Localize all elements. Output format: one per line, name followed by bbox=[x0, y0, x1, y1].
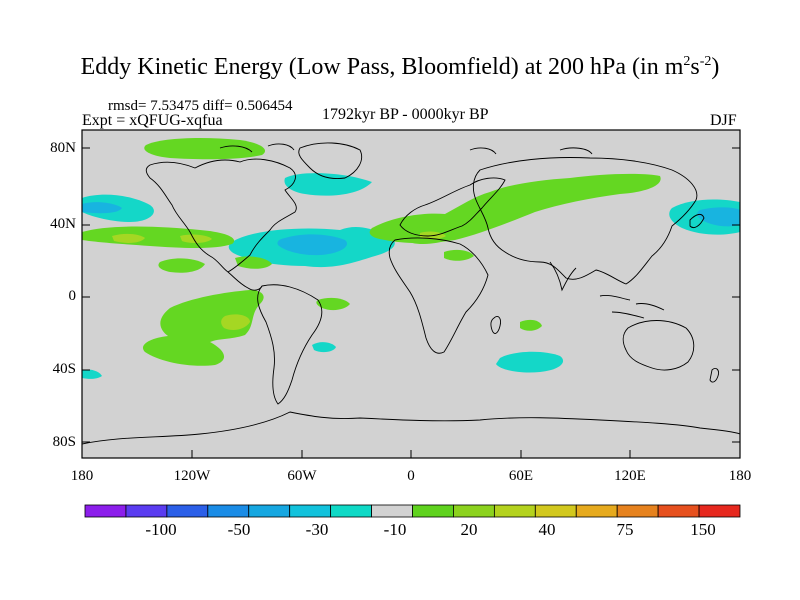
neg-region-south-america bbox=[312, 342, 336, 353]
pos-region-north-pacific-core bbox=[112, 233, 145, 243]
y-label-80s: 80S bbox=[52, 434, 76, 450]
coast-japan bbox=[689, 213, 705, 229]
stats-label: rmsd= 7.53475 diff= 0.506454 bbox=[108, 98, 293, 114]
coast-india bbox=[549, 261, 577, 292]
coast-australia bbox=[622, 320, 695, 371]
coast-south-america bbox=[257, 284, 323, 405]
coast-madagascar bbox=[490, 315, 501, 334]
pos-region-south-pacific bbox=[142, 290, 264, 366]
colorbar-label: 150 bbox=[690, 520, 716, 539]
coast-new-zealand bbox=[709, 367, 719, 383]
colorbar-swatch bbox=[289, 504, 332, 518]
colorbar-swatch bbox=[248, 504, 291, 518]
colorbar-swatch bbox=[657, 504, 700, 518]
neg-region-pacific-west-core bbox=[82, 202, 122, 214]
chart-title: Eddy Kinetic Energy (Low Pass, Bloomfiel… bbox=[80, 54, 720, 80]
colorbar-swatch bbox=[207, 504, 250, 518]
colorbar-label: 20 bbox=[460, 520, 478, 539]
x-label-120w: 120W bbox=[173, 468, 211, 484]
coast-africa bbox=[388, 237, 489, 354]
y-label-40s: 40S bbox=[52, 361, 76, 377]
anomaly-shading bbox=[82, 137, 740, 379]
coast-arctic-islands bbox=[219, 143, 593, 155]
colorbar-swatch bbox=[534, 504, 577, 518]
colorbar-swatch bbox=[616, 504, 659, 518]
colorbar-swatch bbox=[371, 504, 413, 518]
x-label-120e: 120E bbox=[614, 468, 646, 484]
colorbar-swatch bbox=[84, 504, 127, 518]
season-label: DJF bbox=[710, 112, 737, 129]
colorbar-swatch bbox=[330, 504, 372, 518]
period-label: 1792kyr BP - 0000kyr BP bbox=[322, 106, 489, 123]
colorbar-swatch bbox=[493, 504, 536, 518]
pos-region-tropical-pacific-3 bbox=[444, 249, 474, 261]
y-label-40n: 40N bbox=[50, 216, 76, 232]
colorbar-label: 75 bbox=[616, 520, 634, 539]
pos-region-south-atlantic bbox=[316, 297, 350, 311]
colorbar-swatch bbox=[166, 504, 209, 518]
axis-ticks bbox=[82, 147, 740, 458]
experiment-label: Expt = xQFUG-xqfua bbox=[82, 112, 223, 129]
colorbar-swatch bbox=[453, 504, 495, 518]
colorbar-swatch bbox=[125, 504, 168, 518]
coast-north-america bbox=[145, 158, 297, 273]
colorbar-swatch bbox=[412, 504, 454, 518]
pos-region-arctic bbox=[144, 137, 266, 160]
coast-europe bbox=[399, 177, 506, 237]
pos-region-indian-ocean bbox=[520, 319, 542, 331]
colorbar-swatch bbox=[575, 504, 618, 518]
x-label-60w: 60W bbox=[287, 468, 317, 484]
coast-greenland bbox=[298, 142, 363, 179]
colorbar-label: 40 bbox=[538, 520, 556, 539]
neg-region-nw-atlantic bbox=[284, 173, 372, 196]
pos-region-north-pacific-core2 bbox=[180, 234, 212, 244]
pos-region-south-pacific-core bbox=[221, 314, 250, 330]
coast-central-america bbox=[227, 271, 263, 291]
colorbar bbox=[84, 504, 741, 518]
colorbar-label: -10 bbox=[383, 520, 407, 539]
x-label-180e: 180 bbox=[728, 468, 752, 484]
x-label-180w: 180 bbox=[70, 468, 94, 484]
colorbar-label: -30 bbox=[305, 520, 329, 539]
neg-region-sw-pacific bbox=[82, 369, 102, 379]
y-label-80n: 80N bbox=[50, 140, 76, 156]
coast-indonesia bbox=[599, 295, 665, 319]
neg-region-atlantic-core bbox=[277, 234, 348, 256]
pos-region-tropical-pacific bbox=[158, 258, 205, 273]
colorbar-swatch bbox=[698, 504, 741, 518]
x-label-0: 0 bbox=[407, 468, 415, 484]
coast-antarctica bbox=[82, 411, 740, 445]
x-label-60e: 60E bbox=[508, 468, 534, 484]
neg-region-indian bbox=[496, 351, 564, 373]
neg-region-pacific-east-core bbox=[697, 207, 740, 227]
colorbar-label: -50 bbox=[227, 520, 251, 539]
colorbar-label: -100 bbox=[145, 520, 177, 539]
coast-asia bbox=[472, 157, 698, 285]
y-label-0: 0 bbox=[68, 288, 77, 304]
pos-region-eurasia bbox=[369, 173, 661, 243]
coastlines bbox=[82, 142, 740, 445]
